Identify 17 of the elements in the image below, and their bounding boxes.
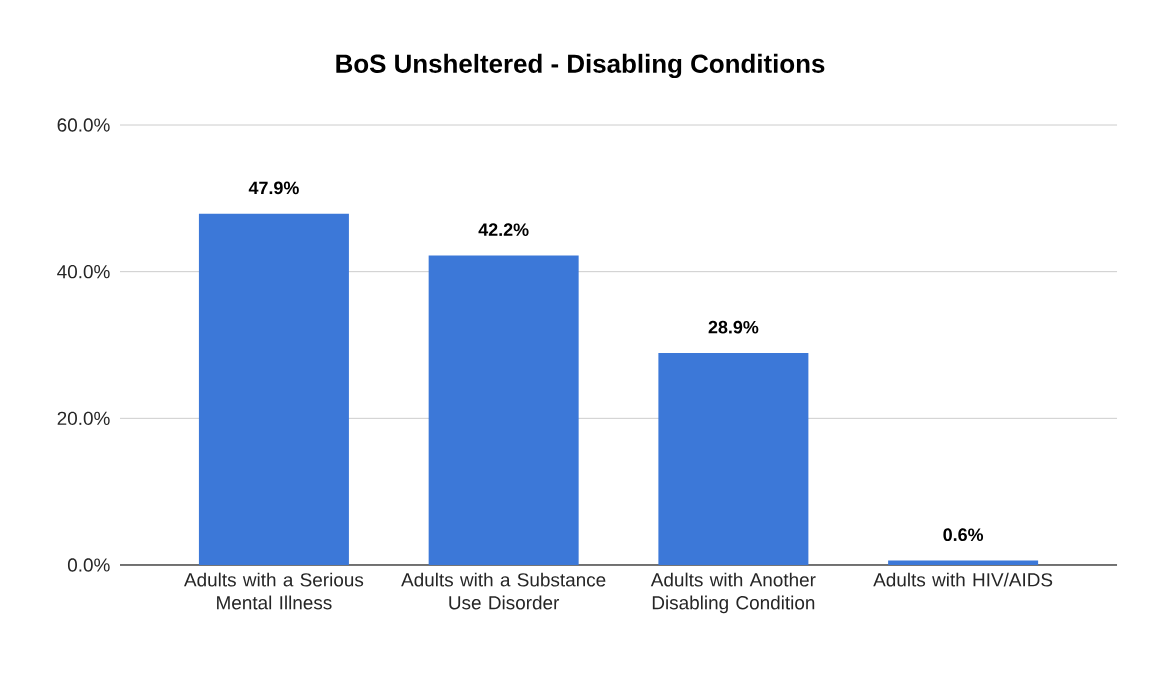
y-tick-label: 0.0% — [67, 558, 110, 572]
bar — [198, 213, 349, 565]
bar — [658, 353, 809, 565]
x-tick-label: Adults with a Serious Mental Illness — [184, 572, 364, 610]
x-tick-label: Adults with HIV/AIDS — [873, 572, 1053, 587]
x-tick-label: Adults with a Substance Use Disorder — [401, 572, 606, 610]
bar — [888, 560, 1039, 565]
data-label: 47.9% — [248, 181, 299, 195]
y-tick-label: 20.0% — [57, 411, 110, 426]
chart-title: BoS Unsheltered - Disabling Conditions — [336, 53, 825, 79]
data-label: 28.9% — [708, 320, 759, 334]
data-label: 42.2% — [478, 223, 529, 237]
x-tick-label: Adults with Another Disabling Condition — [650, 572, 816, 614]
y-tick-label: 60.0% — [57, 118, 110, 132]
bar — [428, 255, 579, 565]
y-tick-label: 40.0% — [57, 264, 110, 279]
data-label: 0.6% — [943, 528, 984, 542]
